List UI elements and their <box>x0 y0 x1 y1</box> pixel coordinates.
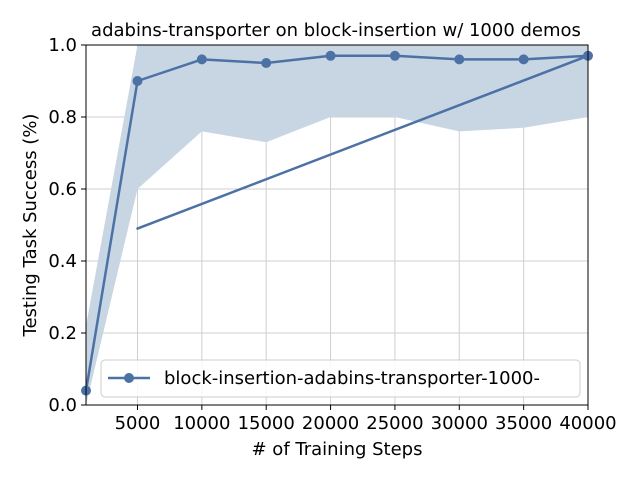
series-points <box>81 50 593 396</box>
data-point <box>518 54 529 65</box>
x-tick-label: 20000 <box>302 413 359 434</box>
y-tick-label: 0.0 <box>48 395 77 416</box>
x-tick-label: 30000 <box>431 413 488 434</box>
data-point <box>132 76 143 86</box>
y-tick-label: 0.4 <box>48 251 77 272</box>
confidence-band-area <box>86 45 588 405</box>
y-axis-ticks: 0.0 0.2 0.4 0.6 0.8 1.0 <box>48 35 86 416</box>
y-tick-label: 0.2 <box>48 323 77 344</box>
y-axis-label: Testing Task Success (%) <box>20 114 41 338</box>
data-point <box>325 50 336 61</box>
legend-label: block-insertion-adabins-transporter-1000… <box>164 368 540 389</box>
x-tick-label: 25000 <box>366 413 423 434</box>
y-tick-label: 0.8 <box>48 107 77 128</box>
x-axis-label: # of Training Steps <box>252 439 423 460</box>
x-axis-ticks: 5000 10000 15000 20000 25000 30000 35000 40000 <box>115 405 617 434</box>
legend-box <box>100 359 581 398</box>
chart-title: adabins-transporter on block-insertion w… <box>91 20 581 41</box>
data-point <box>389 50 400 61</box>
y-tick-label: 1.0 <box>48 35 77 56</box>
x-tick-label: 40000 <box>559 413 616 434</box>
x-tick-label: 35000 <box>495 413 552 434</box>
data-point <box>454 54 465 65</box>
legend-marker-icon <box>124 373 134 383</box>
legend: block-insertion-adabins-transporter-1000… <box>100 359 581 398</box>
x-tick-label: 5000 <box>115 413 161 434</box>
data-point <box>196 54 207 65</box>
y-tick-label: 0.6 <box>48 179 77 200</box>
confidence-band <box>86 45 588 405</box>
plot-frame <box>85 44 589 406</box>
x-tick-label: 10000 <box>173 413 230 434</box>
x-tick-label: 15000 <box>238 413 295 434</box>
data-point <box>261 58 272 68</box>
